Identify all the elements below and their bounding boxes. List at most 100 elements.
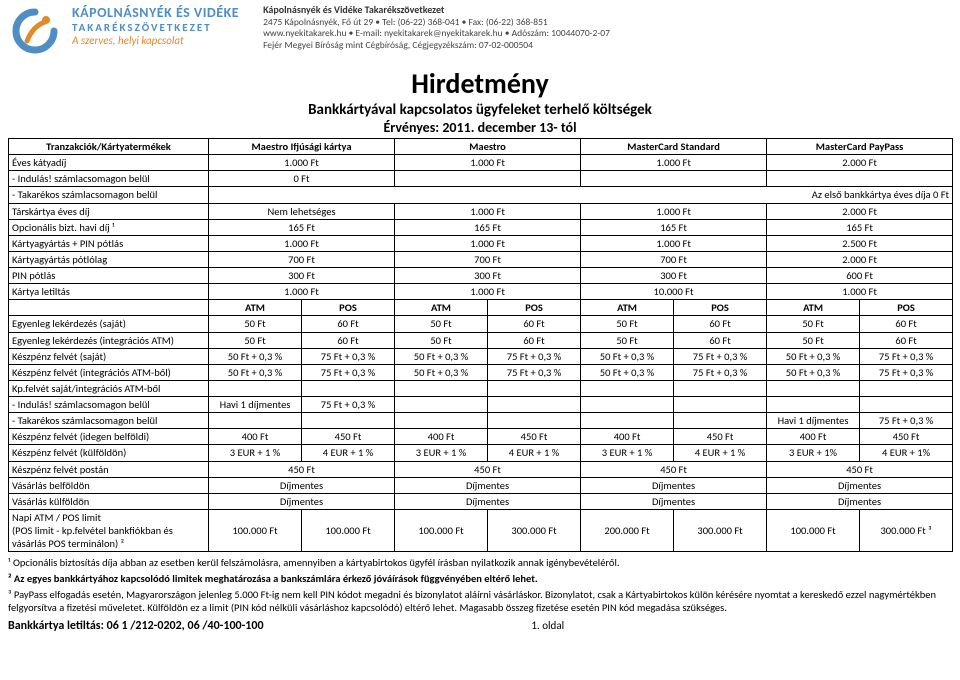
cell-label: Opcionális bizt. havi díj ¹ — [9, 219, 209, 235]
cell: 75 Ft + 0,3 % — [674, 364, 767, 380]
row-egysajat: Egyenleg lekérdezés (saját) 50 Ft 60 Ft … — [9, 316, 953, 332]
cell: 10.000 Ft — [581, 284, 767, 300]
cell-label: Készpénz felvét (idegen belföldi) — [9, 429, 209, 445]
cell — [302, 380, 395, 396]
row-vaskul: Vásárlás külföldön Díjmentes Díjmentes D… — [9, 493, 953, 509]
cell — [767, 397, 860, 413]
cell-label: Kártyagyártás pótlólag — [9, 251, 209, 267]
cell: 100.000 Ft — [302, 509, 395, 551]
cell: Díjmentes — [767, 493, 953, 509]
cell: 50 Ft + 0,3 % — [395, 348, 488, 364]
cell: 60 Ft — [674, 316, 767, 332]
cell: 75 Ft + 0,3 % — [302, 397, 395, 413]
cell: 700 Ft — [581, 251, 767, 267]
row-postan: Készpénz felvét postán 450 Ft 450 Ft 450… — [9, 461, 953, 477]
row-indulas: - Indulás! számlacsomagon belül 0 Ft — [9, 171, 953, 187]
cell: 60 Ft — [860, 332, 953, 348]
note-2: ² Az egyes bankkártyához kapcsolódó limi… — [8, 572, 952, 586]
cell: 1.000 Ft — [581, 203, 767, 219]
cell: 3 EUR + 1 % — [209, 445, 302, 461]
cell: 1.000 Ft — [767, 284, 953, 300]
cell: 60 Ft — [674, 332, 767, 348]
header-row: Tranzakciók/Kártyatermékek Maestro Ifjús… — [9, 139, 953, 155]
cell-label: - Indulás! számlacsomagon belül — [9, 397, 209, 413]
cell — [488, 380, 581, 396]
cell: 60 Ft — [488, 332, 581, 348]
cell: 1.000 Ft — [395, 235, 581, 251]
cell: 165 Ft — [581, 219, 767, 235]
cell: 1.000 Ft — [395, 203, 581, 219]
sub-atm: ATM — [581, 300, 674, 316]
row-kpint: Készpénz felvét (integrációs ATM-ből) 50… — [9, 364, 953, 380]
cell — [488, 397, 581, 413]
cell: 50 Ft + 0,3 % — [581, 364, 674, 380]
cell-label: - Takarékos számlacsomagon belül — [9, 187, 209, 203]
row-pinp: PIN pótlás 300 Ft 300 Ft 300 Ft 600 Ft — [9, 268, 953, 284]
brand-block: KÁPOLNÁSNYÉK ÉS VIDÉKE TAKARÉKSZÖVETKEZE… — [72, 4, 239, 47]
cell: Havi 1 díjmentes — [767, 413, 860, 429]
col-maestro: Maestro — [395, 139, 581, 155]
cell: 450 Ft — [488, 429, 581, 445]
brand-subtitle: TAKARÉKSZÖVETKEZET — [72, 21, 239, 34]
cell — [395, 171, 581, 187]
cell: 1.000 Ft — [209, 284, 395, 300]
cell: 50 Ft — [209, 332, 302, 348]
cell-label: Kp.felvét saját/integrációs ATM-ből — [9, 380, 209, 396]
cell: 450 Ft — [302, 429, 395, 445]
row-kpin: Kártyagyártás + PIN pótlás 1.000 Ft 1.00… — [9, 235, 953, 251]
cell — [860, 380, 953, 396]
cell-label: Kártyagyártás + PIN pótlás — [9, 235, 209, 251]
cell: 1.000 Ft — [209, 155, 395, 171]
cell — [581, 413, 674, 429]
sub-pos: POS — [674, 300, 767, 316]
cell: 300.000 Ft — [674, 509, 767, 551]
cell-label: Éves kátyadíj — [9, 155, 209, 171]
cell — [674, 397, 767, 413]
cell — [674, 380, 767, 396]
cell — [209, 413, 302, 429]
org-info: Kápolnásnyék és Vidéke Takarékszövetkeze… — [263, 4, 610, 52]
logo-icon — [8, 4, 62, 58]
cell: Díjmentes — [395, 477, 581, 493]
row-kpfelvet: Kp.felvét saját/integrációs ATM-ből — [9, 380, 953, 396]
footer-left: Bankkártya letiltás: 06 1 /212-0202, 06 … — [8, 619, 264, 633]
footer: Bankkártya letiltás: 06 1 /212-0202, 06 … — [8, 619, 952, 633]
cell-note: Az első bankkártya éves díja 0 Ft — [209, 187, 953, 203]
cell: 60 Ft — [488, 316, 581, 332]
org-court: Fejér Megyei Bíróság mint Cégbíróság, Cé… — [263, 40, 610, 52]
sub-atm: ATM — [767, 300, 860, 316]
cell-label: Társkártya éves díj — [9, 203, 209, 219]
cell: 75 Ft + 0,3 % — [860, 348, 953, 364]
cell — [581, 171, 767, 187]
col-mc-std: MasterCard Standard — [581, 139, 767, 155]
row-takarekos: - Takarékos számlacsomagon belül Az első… — [9, 187, 953, 203]
limit-l3: vásárlás POS terminálon) ² — [12, 537, 124, 550]
cell: Díjmentes — [767, 477, 953, 493]
page-number: 1. oldal — [531, 619, 564, 633]
cell: 400 Ft — [767, 429, 860, 445]
cell — [302, 413, 395, 429]
cell: 450 Ft — [767, 461, 953, 477]
cell: 300.000 Ft — [488, 509, 581, 551]
cell-label: Napi ATM / POS limit (POS limit - kp.fel… — [9, 509, 209, 551]
letterhead: KÁPOLNÁSNYÉK ÉS VIDÉKE TAKARÉKSZÖVETKEZE… — [0, 0, 960, 62]
col-label: Tranzakciók/Kártyatermékek — [9, 139, 209, 155]
cell: 4 EUR + 1 % — [488, 445, 581, 461]
cell: Havi 1 díjmentes — [209, 397, 302, 413]
row-eves: Éves kátyadíj 1.000 Ft 1.000 Ft 1.000 Ft… — [9, 155, 953, 171]
cell: 300 Ft — [395, 268, 581, 284]
cell: 3 EUR + 1 % — [395, 445, 488, 461]
cell-label: Vásárlás külföldön — [9, 493, 209, 509]
cell — [488, 413, 581, 429]
cell: 75 Ft + 0,3 % — [674, 348, 767, 364]
cell: Díjmentes — [209, 477, 395, 493]
cell-label: - Indulás! számlacsomagon belül — [9, 171, 209, 187]
row-limit: Napi ATM / POS limit (POS limit - kp.fel… — [9, 509, 953, 551]
footnotes: ¹ Opcionális biztosítás díja abban az es… — [8, 556, 952, 615]
title-sub1: Bankkártyával kapcsolatos ügyfeleket ter… — [0, 101, 960, 119]
row-vasbel: Vásárlás belföldön Díjmentes Díjmentes D… — [9, 477, 953, 493]
cell-label: - Takarékos számlacsomagon belül — [9, 413, 209, 429]
cell — [209, 380, 302, 396]
cell: 450 Ft — [395, 461, 581, 477]
cell: 50 Ft — [581, 332, 674, 348]
